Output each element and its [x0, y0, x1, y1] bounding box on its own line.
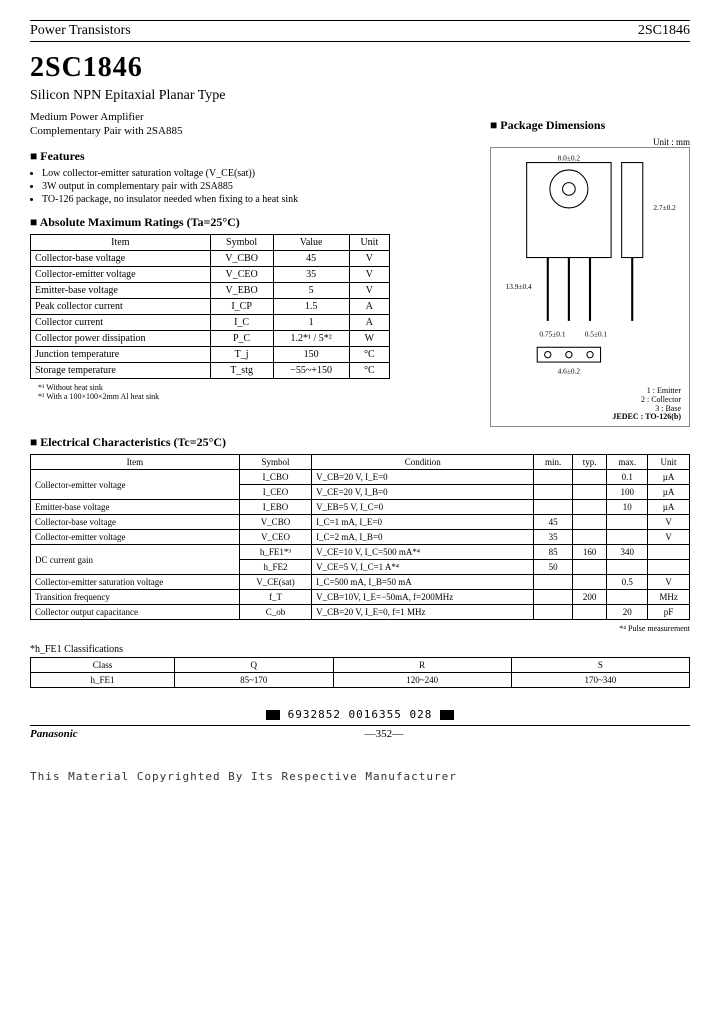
- barcode-block-icon: [440, 710, 454, 720]
- col-value: Value: [273, 234, 349, 250]
- col-unit: Unit: [349, 234, 389, 250]
- ratings-heading: Absolute Maximum Ratings (Ta=25°C): [30, 215, 480, 230]
- footer-row: Panasonic —352—: [30, 725, 690, 740]
- elec-footnote: *⁴ Pulse measurement: [38, 624, 690, 634]
- barcode-block-icon: [266, 710, 280, 720]
- part-title: 2SC1846: [30, 52, 690, 84]
- ecol-min: min.: [534, 455, 572, 470]
- elec-row: Collector-base voltageV_CBOI_C=1 mA, I_E…: [31, 515, 690, 530]
- description: Medium Power Amplifier Complementary Pai…: [30, 110, 480, 139]
- ccol-3: S: [511, 657, 689, 672]
- classification-table: Class Q R S h_FE1 85~170 120~240 170~340: [30, 657, 690, 688]
- ratings-footnote: *¹ Without heat sink*² With a 100×100×2m…: [38, 383, 480, 402]
- cval-0: h_FE1: [31, 672, 175, 687]
- desc-line2: Complementary Pair with 2SA885: [30, 125, 182, 137]
- top-rule: [30, 20, 690, 21]
- svg-text:4.6±0.2: 4.6±0.2: [558, 367, 581, 376]
- ratings-row: Collector power dissipationP_C1.2*¹ / 5*…: [31, 330, 390, 346]
- features-heading: Features: [30, 149, 480, 164]
- electrical-table: Item Symbol Condition min. typ. max. Uni…: [30, 454, 690, 620]
- header-category: Power Transistors: [30, 23, 131, 39]
- barcode-number: 6932852 0016355 028: [288, 708, 433, 721]
- copyright-notice: This Material Copyrighted By Its Respect…: [30, 770, 690, 783]
- ratings-row: Junction temperatureT_j150°C: [31, 346, 390, 362]
- ecol-max: max.: [607, 455, 648, 470]
- elec-row: Transition frequencyf_TV_CB=10V, I_E=−50…: [31, 590, 690, 605]
- ratings-row: Collector-base voltageV_CBO45V: [31, 250, 390, 266]
- package-svg: 8.0±0.2 2.7±0.2 13.9±0.4 0.75±0.1 0.5±0.…: [495, 152, 685, 384]
- elec-heading: Electrical Characteristics (Tc=25°C): [30, 435, 690, 450]
- ratings-row: Peak collector currentI_CP1.5A: [31, 298, 390, 314]
- header-partno: 2SC1846: [638, 23, 690, 39]
- svg-text:13.9±0.4: 13.9±0.4: [506, 282, 532, 291]
- svg-text:8.0±0.2: 8.0±0.2: [558, 153, 581, 162]
- ccol-0: Class: [31, 657, 175, 672]
- feature-item: Low collector-emitter saturation voltage…: [42, 168, 480, 179]
- cval-2: 120~240: [333, 672, 511, 687]
- ecol-cond: Condition: [312, 455, 534, 470]
- ecol-item: Item: [31, 455, 240, 470]
- elec-row: Emitter-base voltageI_EBOV_EB=5 V, I_C=0…: [31, 500, 690, 515]
- svg-text:0.75±0.1: 0.75±0.1: [539, 330, 565, 339]
- ccol-2: R: [333, 657, 511, 672]
- col-item: Item: [31, 234, 211, 250]
- ratings-row: Emitter-base voltageV_EBO5V: [31, 282, 390, 298]
- ecol-unit: Unit: [648, 455, 690, 470]
- page-header: Power Transistors 2SC1846: [30, 23, 690, 42]
- ratings-row: Collector-emitter voltageV_CEO35V: [31, 266, 390, 282]
- svg-text:2.7±0.2: 2.7±0.2: [653, 203, 676, 212]
- elec-row: Collector-emitter saturation voltageV_CE…: [31, 575, 690, 590]
- pin-2: 2 : Collector: [495, 396, 681, 405]
- package-drawing: 8.0±0.2 2.7±0.2 13.9±0.4 0.75±0.1 0.5±0.…: [490, 147, 690, 427]
- elec-row: Collector-emitter voltageI_CBOV_CB=20 V,…: [31, 470, 690, 485]
- ratings-row: Storage temperatureT_stg−55~+150°C: [31, 362, 390, 378]
- cval-3: 170~340: [511, 672, 689, 687]
- barcode-line: 6932852 0016355 028: [30, 708, 690, 721]
- svg-text:0.5±0.1: 0.5±0.1: [585, 330, 608, 339]
- col-symbol: Symbol: [210, 234, 273, 250]
- elec-row: DC current gainh_FE1*³V_CE=10 V, I_C=500…: [31, 545, 690, 560]
- feature-item: 3W output in complementary pair with 2SA…: [42, 181, 480, 192]
- page-number: —352—: [365, 728, 404, 740]
- desc-line1: Medium Power Amplifier: [30, 111, 144, 123]
- ccol-1: Q: [174, 657, 333, 672]
- features-list: Low collector-emitter saturation voltage…: [30, 168, 480, 205]
- class-heading: *h_FE1 Classifications: [30, 644, 690, 655]
- pkg-jedec: JEDEC : TO-126(b): [495, 413, 681, 422]
- ratings-row: Collector currentI_C1A: [31, 314, 390, 330]
- pkg-heading: Package Dimensions: [490, 118, 690, 133]
- ratings-table: Item Symbol Value Unit Collector-base vo…: [30, 234, 390, 379]
- brand: Panasonic: [30, 728, 78, 740]
- part-subtitle: Silicon NPN Epitaxial Planar Type: [30, 88, 690, 104]
- pkg-unit: Unit : mm: [490, 137, 690, 147]
- ecol-sym: Symbol: [239, 455, 311, 470]
- ecol-typ: typ.: [572, 455, 607, 470]
- elec-row: Collector output capacitanceC_obV_CB=20 …: [31, 605, 690, 620]
- feature-item: TO-126 package, no insulator needed when…: [42, 194, 480, 205]
- datasheet-page: Power Transistors 2SC1846 2SC1846 Silico…: [0, 0, 720, 803]
- cval-1: 85~170: [174, 672, 333, 687]
- elec-row: Collector-emitter voltageV_CEOI_C=2 mA, …: [31, 530, 690, 545]
